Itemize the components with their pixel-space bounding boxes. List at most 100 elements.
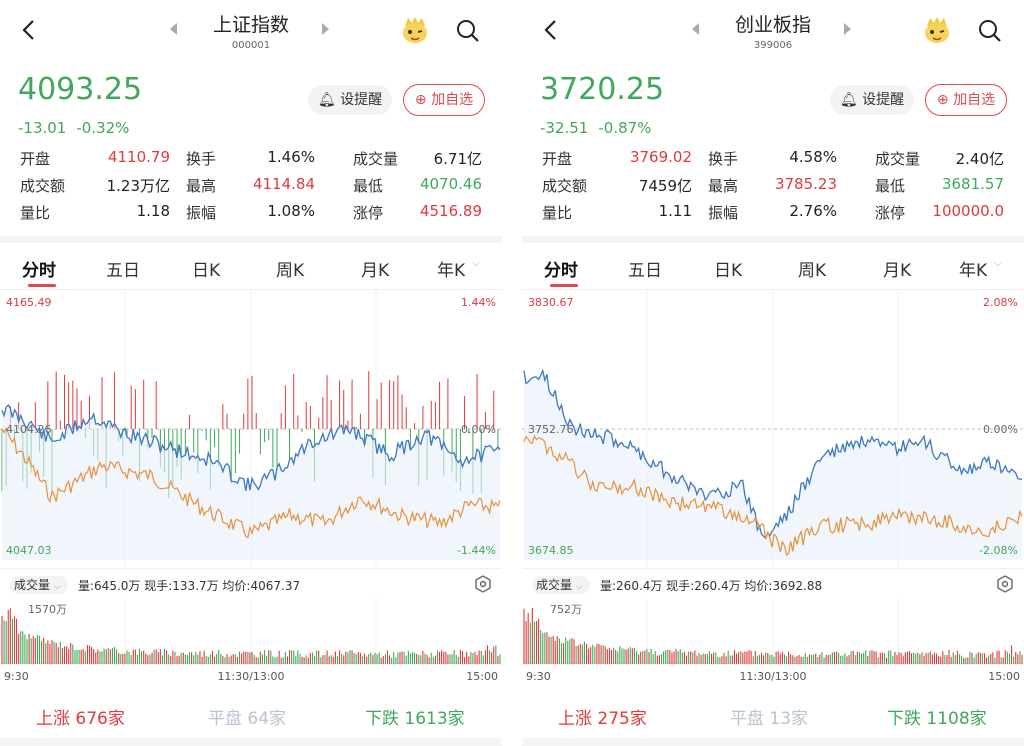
settings-icon[interactable] [474, 575, 492, 593]
volume-chart[interactable]: 1570万 9:30 11:30/13:00 15:00 [0, 598, 502, 690]
bell-icon: 🔔︎ [317, 92, 336, 108]
stat-label: 涨停 [875, 204, 906, 222]
volume-bar-header: 成交量 ⌵ 量:260.4万 现手:260.4万 均价:3692.88 [522, 568, 1024, 598]
stat-label: 换手 [186, 150, 217, 168]
stat-value: 100000.0 [932, 202, 1004, 220]
axis-top-pct: 2.08% [983, 296, 1018, 309]
decliners[interactable]: 下跌 1613家 [365, 709, 465, 729]
tab-2[interactable]: 日K [192, 261, 221, 281]
indicator-select[interactable]: 成交量 ⌵ [10, 576, 68, 594]
axis-mid-pct: 0.00% [983, 423, 1018, 436]
advancers[interactable]: 上涨 275家 [558, 709, 647, 729]
change-percent: -0.32% [76, 119, 130, 137]
mascot-icon[interactable] [922, 16, 952, 44]
settings-icon[interactable] [996, 575, 1014, 593]
time-label: 9:30 [4, 670, 29, 683]
chevron-down-icon: ⌵ [994, 258, 1002, 269]
indicator-label: 成交量 [14, 578, 51, 592]
period-tabs: 分时 五日 日K 周K 月K 年K ⌵ [522, 244, 1024, 290]
back-icon[interactable] [540, 18, 564, 42]
stats-row: 量比 1.18 振幅 1.08% 涨停 4516.89 [20, 200, 490, 227]
add-watchlist-button[interactable]: ⊕ 加自选 [925, 84, 1007, 116]
stat-label: 涨停 [353, 204, 384, 222]
add-watchlist-button[interactable]: ⊕ 加自选 [403, 84, 485, 116]
stat-label: 振幅 [708, 204, 739, 222]
chevron-down-icon: ⌵ [575, 582, 583, 592]
volume-max-label: 1570万 [28, 603, 67, 616]
axis-mid-pct: 0.00% [461, 423, 496, 436]
avg-price-line [523, 434, 1023, 557]
chevron-down-icon: ⌵ [472, 258, 480, 269]
axis-mid-price: 3752.76 [528, 423, 574, 436]
time-label: 15:00 [988, 670, 1020, 683]
price-line [1, 404, 501, 491]
set-alert-button[interactable]: 🔔︎ 设提醒 [308, 85, 392, 115]
next-arrow-icon[interactable] [322, 23, 329, 35]
back-icon[interactable] [18, 18, 42, 42]
indicator-select[interactable]: 成交量 ⌵ [532, 576, 590, 594]
quote-panel-cyb: 创业板指 399006 3720.25 -32.51 -0.87% 🔔︎ 设提醒 … [522, 0, 1024, 746]
tab-5[interactable]: 年K [437, 261, 466, 281]
breadth-stats: 上涨 676家 平盘 64家 下跌 1613家 [0, 696, 502, 736]
stat-value: 4110.79 [107, 148, 170, 166]
advancers[interactable]: 上涨 676家 [36, 709, 125, 729]
search-icon[interactable] [977, 18, 1003, 44]
set-alert-button[interactable]: 🔔︎ 设提醒 [830, 85, 914, 115]
tab-2[interactable]: 日K [714, 261, 743, 281]
stat-label: 开盘 [542, 150, 573, 168]
index-name: 创业板指 [734, 14, 811, 36]
search-icon[interactable] [455, 18, 481, 44]
prev-arrow-icon[interactable] [170, 23, 177, 35]
breadth-stats: 上涨 275家 平盘 13家 下跌 1108家 [522, 696, 1024, 736]
tab-0[interactable]: 分时 [22, 261, 56, 281]
axis-mid-price: 4104.26 [6, 423, 52, 436]
price-change: -32.51 -0.87% [540, 119, 661, 137]
decliners[interactable]: 下跌 1108家 [887, 709, 987, 729]
prev-arrow-icon[interactable] [692, 23, 699, 35]
active-tab-indicator [550, 284, 578, 287]
tab-3[interactable]: 周K [798, 261, 827, 281]
stats-row: 开盘 4110.79 换手 1.46% 成交量 6.71亿 [20, 146, 490, 173]
price-area [524, 370, 1022, 560]
tab-4[interactable]: 月K [883, 261, 912, 281]
bottom-divider [522, 738, 1024, 746]
tab-5[interactable]: 年K [959, 261, 988, 281]
set-alert-label: 设提醒 [340, 92, 383, 108]
intraday-chart[interactable]: 3830.67 3752.76 3674.85 2.08% 0.00% -2.08% [522, 290, 1024, 568]
stats-row: 开盘 3769.02 换手 4.58% 成交量 2.40亿 [542, 146, 1012, 173]
volume-info: 量:260.4万 现手:260.4万 均价:3692.88 [600, 579, 823, 593]
stat-label: 换手 [708, 150, 739, 168]
nav-header: 上证指数 000001 [0, 0, 502, 60]
stats-row: 成交额 1.23万亿 最高 4114.84 最低 4070.46 [20, 173, 490, 200]
bottom-divider [0, 738, 502, 746]
quote-panel-sh: 上证指数 000001 4093.25 -13.01 -0.32% 🔔︎ 设提醒 … [0, 0, 502, 746]
stat-value: 3769.02 [629, 148, 692, 166]
mascot-icon[interactable] [400, 16, 430, 44]
intraday-chart[interactable]: 4165.49 4104.26 4047.03 1.44% 0.00% -1.44% [0, 290, 502, 568]
last-price: 3720.25 [540, 72, 665, 107]
bell-icon: 🔔︎ [839, 92, 858, 108]
tab-0[interactable]: 分时 [544, 261, 578, 281]
volume-bar-header: 成交量 ⌵ 量:645.0万 现手:133.7万 均价:4067.37 [0, 568, 502, 598]
stat-value: 1.46% [267, 148, 315, 166]
stat-label: 振幅 [186, 204, 217, 222]
tab-1[interactable]: 五日 [106, 261, 140, 281]
stat-label: 成交额 [20, 177, 66, 195]
plus-box-icon: ⊕ [936, 92, 949, 108]
tab-1[interactable]: 五日 [628, 261, 662, 281]
index-code: 399006 [753, 40, 793, 51]
stat-label: 量比 [542, 204, 573, 222]
price-line [523, 368, 1023, 540]
next-arrow-icon[interactable] [844, 23, 851, 35]
unchanged[interactable]: 平盘 64家 [208, 709, 287, 729]
tab-3[interactable]: 周K [276, 261, 305, 281]
index-name: 上证指数 [212, 14, 289, 36]
add-watchlist-label: 加自选 [953, 92, 996, 108]
tab-4[interactable]: 月K [361, 261, 390, 281]
stat-label: 最高 [708, 177, 739, 195]
stat-label: 最高 [186, 177, 217, 195]
volume-chart[interactable]: 752万 9:30 11:30/13:00 15:00 [522, 598, 1024, 690]
unchanged[interactable]: 平盘 13家 [730, 709, 809, 729]
stat-label: 成交量 [875, 150, 921, 168]
stats-grid: 开盘 3769.02 换手 4.58% 成交量 2.40亿 成交额 7459亿 最高 3785.2… [542, 146, 1012, 227]
